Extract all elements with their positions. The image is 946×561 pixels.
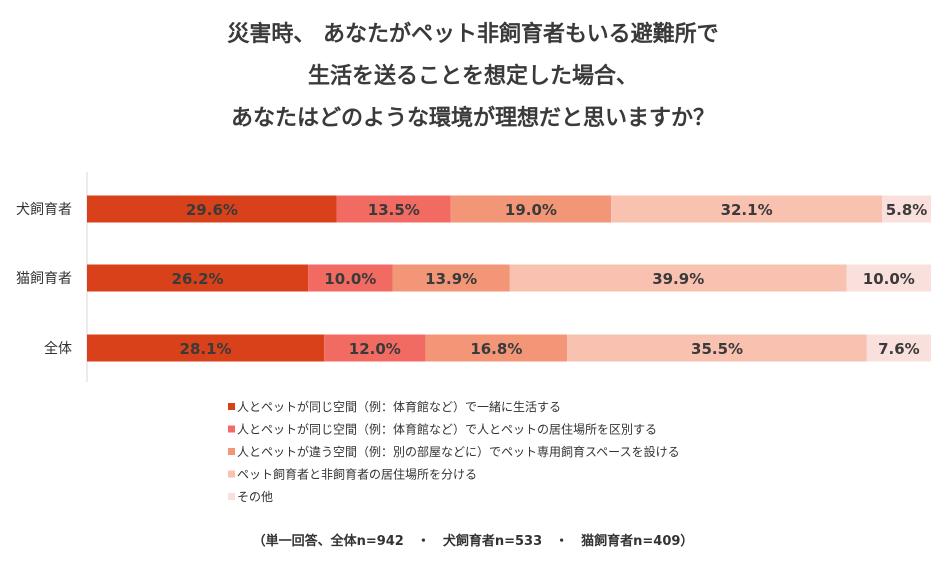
bar-segment — [882, 195, 931, 223]
legend-swatch — [228, 425, 235, 433]
legend-label: 人とペットが違う空間（例：別の部屋などに）でペット専用飼育スペースを設ける — [237, 444, 680, 459]
bar-segment — [425, 334, 568, 362]
category-label: 犬飼育者 — [16, 202, 72, 218]
chart-title-line: 災害時、 あなたがペット非飼育者もいる避難所で — [227, 22, 719, 47]
bar-segment — [567, 334, 867, 362]
data-label: 10.0% — [324, 270, 376, 288]
chart-title-line: 生活を送ることを想定した場合、 — [307, 64, 638, 89]
legend-label: 人とペットが同じ空間（例：体育館など）で一緒に生活する — [237, 399, 561, 414]
chart-title: 災害時、 あなたがペット非飼育者もいる避難所で 生活を送ることを想定した場合、 … — [0, 14, 946, 140]
legend-swatch — [228, 448, 235, 455]
data-label: 12.0% — [349, 340, 401, 358]
bar-segment — [324, 334, 426, 362]
legend-label: ペット飼育者と非飼育者の居住場所を分ける — [237, 467, 477, 482]
data-label: 10.0% — [863, 270, 915, 288]
data-label: 32.1% — [721, 201, 773, 219]
data-label: 35.5% — [691, 340, 743, 358]
bar-segment — [611, 195, 883, 223]
data-label: 19.0% — [505, 201, 557, 219]
data-label: 13.5% — [368, 201, 420, 219]
chart-title-line: あなたはどのような環境が理想だと思いますか？ — [230, 106, 715, 131]
data-label: 13.9% — [425, 270, 477, 288]
bar-segment — [336, 195, 451, 223]
bar-segment — [450, 195, 612, 223]
sample-size-note: （単一回答、全体n=942 ・ 犬飼育者n=533 ・ 猫飼育者n=409） — [252, 534, 694, 549]
legend-swatch — [228, 493, 235, 500]
legend-swatch — [228, 470, 235, 478]
bar-segment — [87, 195, 337, 223]
data-label: 28.1% — [180, 340, 232, 358]
category-label: 猫飼育者 — [16, 271, 72, 287]
legend-swatch — [228, 403, 235, 410]
category-label: 全体 — [44, 340, 72, 357]
data-label: 26.2% — [172, 270, 224, 288]
legend-label: 人とペットが同じ空間（例：体育館など）で人とペットの居住場所を区別する — [237, 422, 657, 437]
data-label: 29.6% — [186, 201, 238, 219]
bar-segment — [846, 264, 931, 292]
bar-segment — [866, 334, 931, 362]
data-label: 16.8% — [470, 340, 522, 358]
legend-label: その他 — [237, 490, 273, 504]
bar-segment — [87, 264, 309, 292]
bar-segment — [392, 264, 510, 292]
bar-segment — [308, 264, 393, 292]
bar-segment — [87, 334, 325, 362]
data-label: 39.9% — [652, 270, 704, 288]
bar-segment — [509, 264, 847, 292]
data-label: 7.6% — [878, 340, 920, 358]
data-label: 5.8% — [886, 201, 928, 219]
